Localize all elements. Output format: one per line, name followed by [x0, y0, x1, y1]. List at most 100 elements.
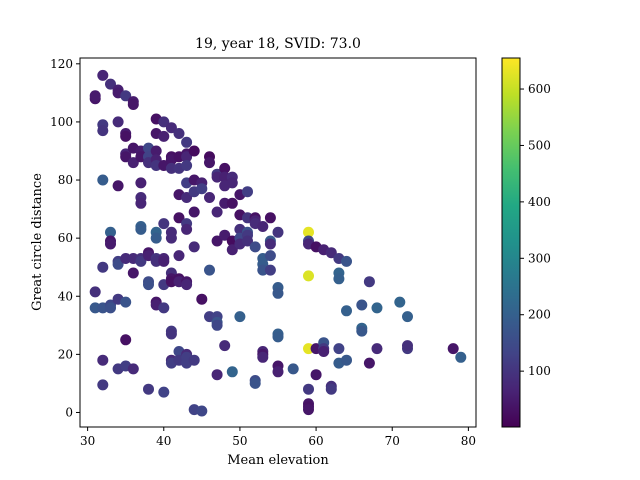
data-point: [120, 90, 132, 102]
data-point: [204, 157, 215, 169]
data-point: [89, 286, 101, 298]
x-axis: 30 40 50 60 70 80: [80, 427, 476, 448]
data-point: [173, 128, 185, 139]
data-point: [127, 157, 139, 169]
data-point: [226, 366, 238, 378]
chart-title: 19, year 18, SVID: 73.0: [195, 36, 361, 52]
data-point: [105, 226, 116, 238]
data-point: [219, 162, 231, 174]
data-point: [310, 369, 322, 381]
data-point: [303, 270, 314, 282]
data-point: [219, 340, 231, 352]
y-axis: 0 20 40 60 80 100 120: [50, 57, 80, 419]
data-point: [135, 223, 147, 235]
colorbar-tick-label: 200: [528, 308, 551, 322]
data-point: [165, 328, 177, 340]
colorbar-tick-label: 400: [528, 195, 551, 209]
data-point: [135, 255, 147, 267]
data-point: [356, 299, 368, 311]
data-point: [173, 250, 185, 262]
data-point: [356, 325, 368, 337]
y-tick-label: 0: [65, 405, 73, 419]
data-point: [89, 90, 101, 102]
data-point: [158, 116, 170, 128]
data-point: [242, 235, 253, 247]
data-point: [120, 334, 132, 346]
data-point: [333, 273, 345, 285]
data-point: [325, 383, 337, 395]
data-point: [127, 99, 139, 110]
data-point: [112, 258, 124, 270]
data-point: [287, 363, 299, 375]
data-point: [105, 78, 116, 90]
data-point: [272, 287, 284, 299]
data-point: [150, 232, 162, 244]
data-point: [226, 197, 238, 209]
data-point: [371, 343, 383, 355]
data-point: [181, 223, 193, 235]
data-point: [97, 69, 109, 81]
data-point: [257, 264, 269, 276]
data-point: [112, 180, 124, 192]
x-tick-label: 60: [308, 434, 323, 448]
data-point: [455, 351, 467, 363]
data-point: [158, 218, 170, 230]
y-tick-label: 100: [50, 115, 73, 129]
data-point: [165, 162, 177, 174]
data-point: [97, 125, 109, 137]
data-point: [204, 192, 215, 203]
y-axis-label: Great circle distance: [30, 173, 45, 311]
data-point: [181, 279, 193, 291]
data-point: [181, 136, 193, 148]
x-tick-label: 70: [385, 434, 400, 448]
data-point: [272, 331, 284, 343]
data-point: [158, 302, 170, 314]
y-tick-label: 120: [50, 57, 73, 71]
data-point: [226, 177, 238, 189]
data-point: [120, 151, 132, 163]
data-point: [226, 244, 238, 256]
data-point: [272, 226, 284, 238]
data-point: [135, 151, 147, 163]
data-point: [402, 340, 413, 352]
data-point: [135, 197, 147, 209]
data-point: [303, 343, 314, 355]
data-point: [105, 238, 116, 250]
data-point: [165, 232, 177, 244]
data-point: [188, 145, 200, 157]
data-point: [219, 229, 231, 241]
data-point: [264, 264, 276, 276]
data-point: [394, 296, 406, 308]
data-point: [272, 366, 284, 378]
data-point: [158, 255, 170, 267]
data-point: [211, 206, 223, 218]
data-point: [341, 354, 352, 366]
data-point: [303, 404, 314, 416]
data-point: [143, 279, 154, 291]
data-point: [249, 377, 261, 389]
data-point: [188, 206, 200, 218]
data-point: [158, 386, 170, 398]
data-point: [303, 226, 314, 238]
data-point: [165, 122, 177, 134]
colorbar: [501, 57, 521, 428]
data-point: [188, 241, 200, 253]
data-point: [303, 383, 314, 395]
colorbar-ticks: 100 200 300 400 500 600: [520, 82, 551, 378]
data-point: [341, 305, 352, 317]
data-point: [112, 116, 124, 128]
x-tick-label: 80: [461, 434, 476, 448]
data-point: [158, 130, 170, 142]
data-point: [120, 296, 132, 308]
data-point: [333, 343, 345, 355]
plot-area-frame: [79, 57, 477, 428]
data-point: [120, 130, 132, 142]
data-point: [257, 351, 269, 363]
data-point: [97, 379, 109, 391]
data-point: [127, 363, 139, 375]
x-tick-label: 40: [156, 434, 171, 448]
colorbar-tick-label: 300: [528, 251, 551, 265]
data-point: [257, 221, 269, 232]
data-point: [219, 171, 231, 183]
data-point: [89, 302, 101, 314]
